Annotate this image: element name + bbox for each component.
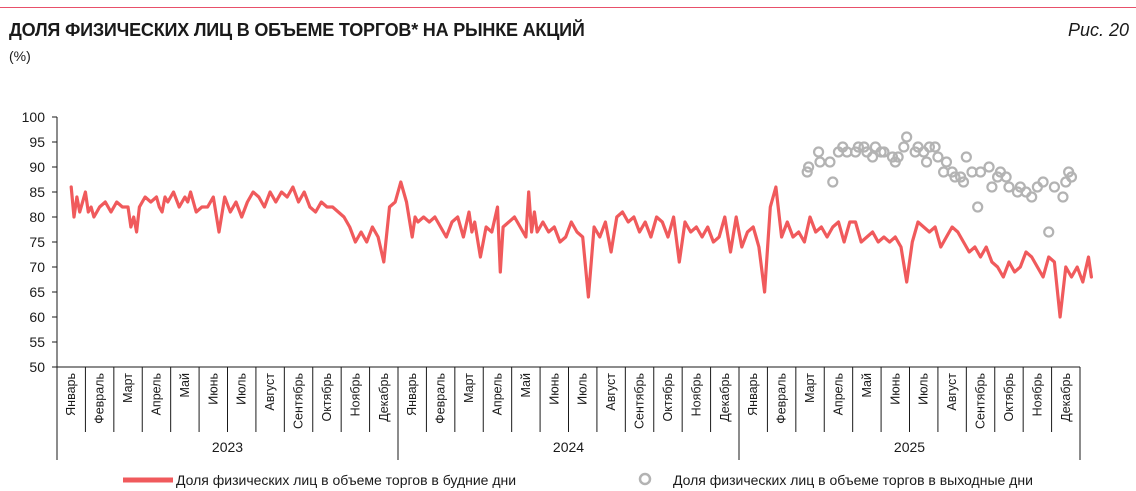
weekend-series [801,131,1078,238]
weekend-point [957,176,970,188]
weekend-point [960,151,972,163]
weekend-point [827,176,839,188]
x-month-label: Апрель [149,373,163,415]
x-month-label: Март [803,373,817,403]
weekend-point [1048,181,1061,193]
x-year-label: 2025 [894,439,925,455]
weekday-line [69,180,1094,319]
x-month-label: Январь [64,373,78,416]
x-month-label: Ноябрь [348,373,362,416]
y-tick-label: 65 [29,284,45,300]
y-tick-label: 85 [29,184,45,200]
x-month-label: Июль [576,373,590,405]
x-month-label: Декабрь [718,373,732,422]
weekend-point [901,131,913,143]
x-month-label: Сентябрь [974,373,988,429]
x-month-label: Февраль [93,373,107,424]
x-month-label: Октябрь [320,373,334,421]
legend-weekend-swatch [638,472,652,486]
weekend-point [814,156,826,168]
x-month-label: Июнь [206,373,220,405]
weekend-point [1000,171,1012,183]
top-rule [0,7,1136,8]
weekend-point [923,141,935,153]
weekend-point [812,146,825,158]
weekend-point [898,141,910,153]
y-tick-label: 60 [29,309,45,325]
x-year-label: 2024 [553,439,584,455]
weekend-point [1037,176,1049,188]
weekend-point [852,141,864,153]
weekend-point [1060,176,1072,188]
weekend-point [986,181,998,193]
weekend-point [932,151,944,163]
weekend-point [1065,171,1078,183]
x-month-label: Март [121,373,135,403]
x-month-label: Сентябрь [633,373,647,429]
legend: Доля физических лиц в объеме торгов в бу… [123,472,1033,488]
chart-title: ДОЛЯ ФИЗИЧЕСКИХ ЛИЦ В ОБЪЕМЕ ТОРГОВ* НА … [9,20,585,40]
y-tick-label: 50 [29,359,45,375]
x-month-label: Август [263,373,277,411]
y-tick-label: 55 [29,334,45,350]
x-month-label: Май [860,373,874,398]
x-month-label: Октябрь [1002,373,1016,421]
x-month-label: Август [604,373,618,411]
weekend-point [972,201,984,213]
unit-label: (%) [9,48,31,64]
x-month-label: Июнь [547,373,561,405]
weekend-point [1003,181,1015,193]
weekend-point [866,151,879,163]
weekday-series [69,180,1094,319]
weekend-point [1043,226,1055,238]
x-month-label: Сентябрь [292,373,306,429]
x-month-label: Февраль [775,373,789,424]
legend-weekend-label: Доля физических лиц в объеме торгов в вы… [673,472,1033,488]
legend-weekday-label: Доля физических лиц в объеме торгов в бу… [176,472,516,488]
x-month-label: Февраль [434,373,448,424]
weekend-point [803,161,815,173]
weekend-point [920,156,933,168]
weekend-point [1057,191,1069,203]
x-month-label: Январь [746,373,760,416]
figure-label: Рис. 20 [1067,20,1129,40]
x-month-label: Июнь [888,373,902,405]
weekend-point [869,141,882,153]
y-tick-label: 80 [29,209,45,225]
y-tick-label: 95 [29,134,45,150]
x-month-label: Ноябрь [689,373,703,416]
x-month-label: Июль [917,373,931,405]
weekend-point [949,171,961,183]
y-tick-label: 75 [29,234,45,250]
weekend-point [878,146,890,158]
weekend-point [824,156,836,168]
x-month-label: Март [462,373,476,403]
x-month-label: Май [178,373,192,398]
weekend-point [892,151,904,163]
y-tick-label: 70 [29,259,45,275]
x-month-label: Июль [235,373,249,405]
x-year-label: 2023 [212,439,243,455]
weekend-point [940,156,953,168]
x-month-label: Октябрь [661,373,675,421]
weekend-point [974,166,987,178]
weekend-point [1031,181,1043,193]
x-month-label: Январь [405,373,419,416]
weekend-point [983,161,995,173]
axes: 50 55 60 65 70 75 80 85 90 95 100 Январь Февраль Март… [22,109,1081,460]
y-tick-label: 90 [29,159,45,175]
weekend-point [801,166,813,178]
y-tick-label: 100 [22,109,46,125]
x-month-label: Апрель [490,373,504,415]
x-month-label: Ноябрь [1030,373,1044,416]
x-month-label: Август [945,373,959,411]
weekend-point [929,141,941,153]
x-month-label: Апрель [831,373,845,415]
x-month-label: Декабрь [377,373,391,422]
x-month-label: Май [519,373,533,398]
weekend-point [1026,191,1038,203]
x-month-label: Декабрь [1059,373,1073,422]
